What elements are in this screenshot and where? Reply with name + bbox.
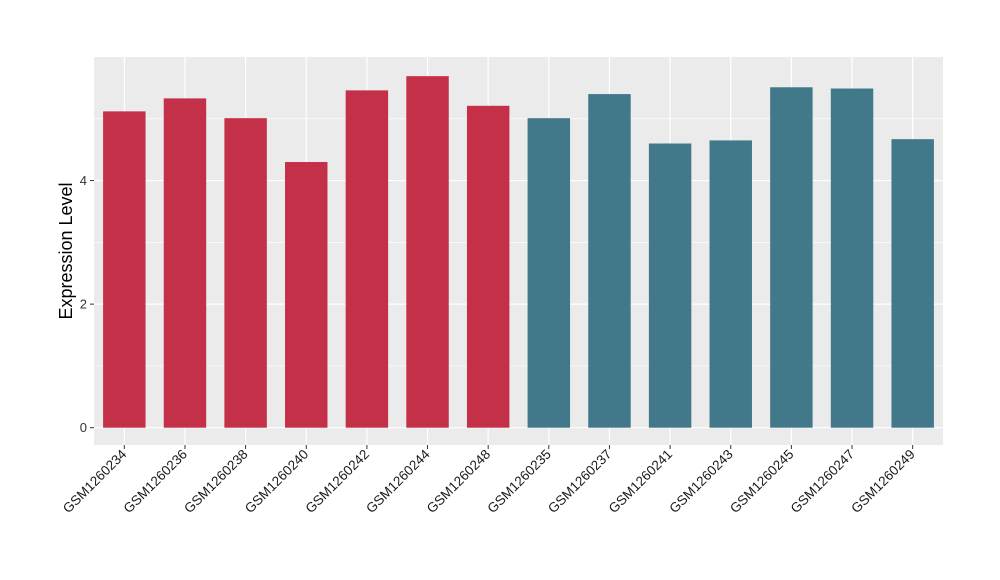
plot-panel	[94, 57, 943, 445]
x-tick-label: GSM1260235	[484, 447, 554, 517]
x-tick-label: GSM1260240	[242, 447, 312, 517]
y-tick-label: 0	[80, 420, 87, 435]
bar-GSM1260237	[588, 94, 631, 428]
x-tick-label: GSM1260242	[302, 447, 372, 517]
y-tick-label: 2	[80, 297, 87, 312]
bar-GSM1260249	[891, 139, 934, 428]
y-axis: 0 2 4	[80, 173, 94, 435]
x-tick-label: GSM1260249	[848, 447, 918, 517]
bar-GSM1260243	[709, 140, 752, 428]
bar-GSM1260248	[466, 105, 510, 428]
bar-GSM1260235	[527, 118, 571, 428]
x-axis: GSM1260234GSM1260236GSM1260238GSM1260240…	[60, 445, 918, 516]
bar-GSM1260240	[285, 162, 328, 428]
x-tick-label: GSM1260245	[727, 447, 797, 517]
x-tick-label: GSM1260238	[181, 447, 251, 517]
bar-GSM1260242	[345, 90, 389, 428]
x-tick-label: GSM1260237	[545, 447, 615, 517]
bar-GSM1260236	[163, 98, 207, 428]
x-tick-label: GSM1260247	[788, 447, 858, 517]
bar-GSM1260247	[830, 88, 874, 428]
bar-layer	[103, 76, 934, 428]
y-tick-label: 4	[80, 173, 87, 188]
bar-GSM1260244	[406, 76, 449, 428]
x-tick-label: GSM1260243	[666, 447, 736, 517]
x-tick-label: GSM1260248	[424, 447, 494, 517]
bar-GSM1260238	[224, 118, 267, 428]
y-axis-title: Expression Level	[56, 182, 76, 319]
bar-GSM1260234	[103, 111, 146, 428]
x-tick-label: GSM1260236	[121, 447, 191, 517]
bar-GSM1260241	[648, 143, 692, 428]
bar-GSM1260245	[770, 87, 813, 428]
x-tick-label: GSM1260241	[606, 447, 676, 517]
